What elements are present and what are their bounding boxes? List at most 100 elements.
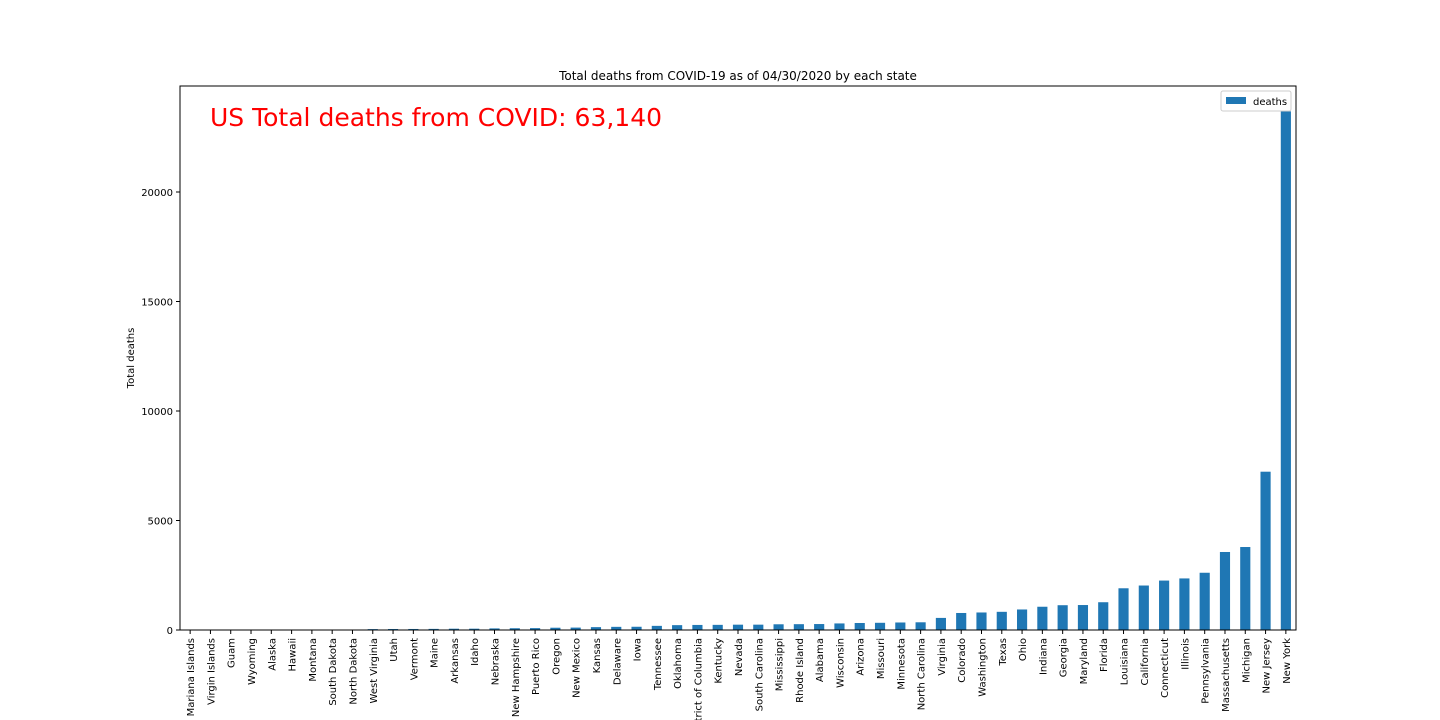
bar bbox=[489, 628, 500, 630]
bar bbox=[732, 624, 744, 630]
x-tick-label: Arkansas bbox=[450, 638, 461, 684]
x-tick-label: District of Columbia bbox=[693, 638, 704, 720]
bar bbox=[1118, 588, 1129, 630]
chart-title: Total deaths from COVID-19 as of 04/30/2… bbox=[558, 69, 917, 83]
x-tick-label: Alaska bbox=[267, 638, 278, 671]
x-tick-label: Georgia bbox=[1059, 638, 1070, 677]
bar bbox=[1280, 111, 1291, 630]
bar bbox=[651, 625, 662, 630]
legend-label: deaths bbox=[1253, 97, 1287, 108]
bar bbox=[1240, 547, 1251, 630]
x-tick-label: Kentucky bbox=[714, 638, 725, 684]
bar bbox=[1159, 580, 1170, 630]
x-tick-label: West Virginia bbox=[369, 638, 380, 703]
x-tick-label: Nevada bbox=[734, 638, 745, 676]
bar bbox=[753, 624, 764, 630]
y-tick-label: 0 bbox=[167, 626, 173, 637]
bar bbox=[895, 622, 906, 630]
y-tick-label: 15000 bbox=[141, 297, 173, 308]
bar bbox=[590, 627, 602, 630]
x-tick-label: New Mexico bbox=[572, 638, 583, 698]
x-tick-label: Virgin Islands bbox=[206, 638, 217, 705]
bar bbox=[692, 624, 703, 630]
bar bbox=[1017, 609, 1028, 630]
annotation: US Total deaths from COVID: 63,140 bbox=[210, 103, 662, 132]
bar bbox=[509, 628, 520, 630]
y-tick-label: 20000 bbox=[141, 188, 173, 199]
x-tick-label: Florida bbox=[1099, 638, 1110, 672]
x-tick-label: Oregon bbox=[551, 638, 562, 675]
x-tick-label: Virginia bbox=[937, 638, 948, 676]
x-tick-label: South Dakota bbox=[328, 638, 339, 706]
x-tick-label: Arizona bbox=[856, 638, 867, 676]
bar bbox=[1199, 572, 1210, 630]
bar bbox=[530, 628, 541, 630]
x-tick-label: New Jersey bbox=[1262, 638, 1273, 694]
x-tick-label: Massachusetts bbox=[1221, 638, 1232, 712]
legend-swatch bbox=[1226, 97, 1246, 104]
x-tick-label: Connecticut bbox=[1160, 638, 1171, 698]
bar bbox=[915, 622, 926, 630]
bar bbox=[814, 624, 825, 630]
x-tick-label: Delaware bbox=[612, 638, 623, 685]
bar bbox=[1138, 585, 1149, 630]
bar bbox=[976, 612, 987, 630]
x-tick-label: Rhode Island bbox=[795, 638, 806, 703]
x-tick-label: Illinois bbox=[1180, 638, 1191, 670]
legend-box bbox=[1220, 90, 1292, 112]
x-tick-label: Idaho bbox=[470, 638, 481, 666]
x-tick-label: Mississippi bbox=[775, 638, 786, 691]
bar bbox=[408, 628, 419, 630]
x-tick-label: South Carolina bbox=[754, 638, 765, 711]
bar bbox=[854, 622, 865, 630]
x-tick-label: Wisconsin bbox=[835, 638, 846, 688]
y-axis-label: Total deaths bbox=[126, 328, 137, 390]
bar bbox=[1219, 551, 1231, 630]
x-tick-label: Wyoming bbox=[247, 638, 258, 685]
bar bbox=[996, 611, 1007, 630]
y-tick-label: 5000 bbox=[148, 516, 173, 527]
x-tick-label: Texas bbox=[998, 638, 1009, 667]
bar bbox=[448, 628, 459, 630]
bar bbox=[1057, 605, 1068, 630]
x-tick-label: Northern Mariana Islands bbox=[186, 638, 197, 720]
bar bbox=[570, 627, 581, 630]
x-tick-label: Nebraska bbox=[491, 638, 502, 685]
x-tick-label: Michigan bbox=[1241, 638, 1252, 683]
bar bbox=[956, 612, 967, 630]
x-tick-label: Tennessee bbox=[653, 638, 664, 691]
x-tick-label: Utah bbox=[389, 638, 400, 662]
x-tick-label: Louisiana bbox=[1120, 638, 1131, 685]
bar bbox=[469, 628, 480, 630]
x-tick-label: Oklahoma bbox=[673, 638, 684, 689]
x-tick-label: Iowa bbox=[633, 638, 644, 661]
bar bbox=[793, 624, 804, 630]
bar bbox=[874, 622, 886, 630]
x-tick-label: Montana bbox=[308, 638, 319, 682]
bar bbox=[387, 628, 399, 630]
x-tick-label: New Hampshire bbox=[511, 638, 522, 717]
x-tick-label: North Carolina bbox=[917, 638, 928, 710]
bar bbox=[672, 625, 683, 630]
x-tick-label: Missouri bbox=[876, 638, 887, 679]
x-tick-label: Ohio bbox=[1018, 638, 1029, 661]
x-tick-label: North Dakota bbox=[348, 638, 359, 705]
x-tick-label: Colorado bbox=[957, 638, 968, 683]
bar bbox=[935, 617, 946, 630]
y-tick-label: 10000 bbox=[141, 407, 173, 418]
plot-frame bbox=[179, 85, 1297, 631]
bar bbox=[1179, 578, 1190, 630]
x-tick-label: Guam bbox=[227, 638, 238, 668]
bar bbox=[428, 628, 439, 630]
bar bbox=[773, 624, 784, 630]
x-tick-label: Kansas bbox=[592, 638, 603, 673]
bar bbox=[1037, 606, 1048, 630]
x-tick-label: New York bbox=[1282, 638, 1293, 684]
x-tick-label: Maine bbox=[430, 638, 441, 668]
x-tick-label: Pennsylvania bbox=[1201, 638, 1212, 704]
bar bbox=[550, 627, 561, 630]
bar bbox=[1077, 605, 1089, 630]
x-tick-label: Minnesota bbox=[896, 638, 907, 690]
